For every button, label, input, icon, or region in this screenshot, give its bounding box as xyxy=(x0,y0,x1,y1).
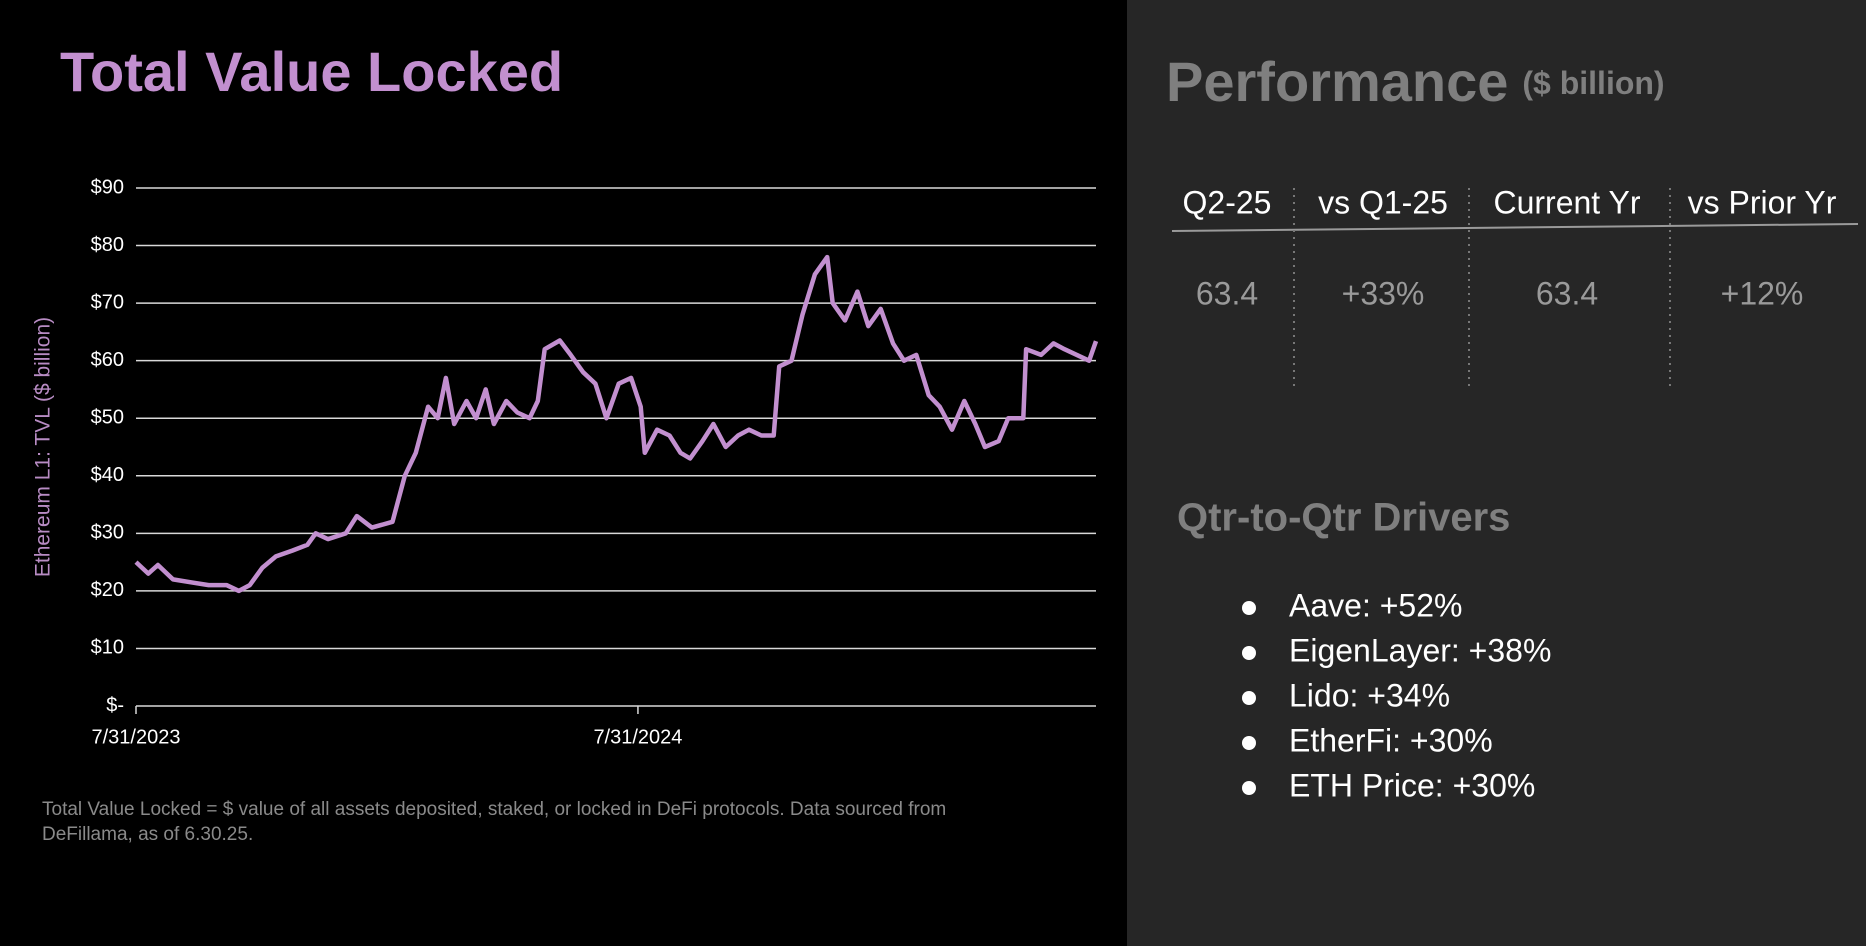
bullet xyxy=(1242,601,1256,615)
bullet xyxy=(1242,736,1256,750)
y-tick-label: $20 xyxy=(91,579,124,601)
table-cell: 63.4 xyxy=(1536,275,1598,311)
footnote: Total Value Locked = $ value of all asse… xyxy=(42,799,947,845)
x-tick-label: 7/31/2023 xyxy=(92,726,181,748)
table-header: Current Yr xyxy=(1493,184,1640,220)
driver-item: Aave: +52% xyxy=(1289,587,1462,623)
table-header: vs Prior Yr xyxy=(1688,184,1837,220)
driver-item: Lido: +34% xyxy=(1289,677,1450,713)
x-tick-label: 7/31/2024 xyxy=(593,726,682,748)
y-tick-label: $70 xyxy=(91,291,124,313)
y-tick-label: $30 xyxy=(91,522,124,544)
performance-title-text: Performance xyxy=(1166,50,1508,113)
y-tick-label: $90 xyxy=(91,176,124,198)
y-tick-label: $80 xyxy=(91,234,124,256)
y-axis-label: Ethereum L1: TVL ($ billion) xyxy=(32,317,55,577)
performance-title: Performance ($ billion) xyxy=(1166,50,1665,113)
chart-title: Total Value Locked xyxy=(60,40,563,103)
y-tick-label: $60 xyxy=(91,349,124,371)
y-tick-label: $10 xyxy=(91,637,124,659)
driver-item: EigenLayer: +38% xyxy=(1289,632,1551,668)
table-header-rule xyxy=(1171,223,1859,232)
y-tick-label: $- xyxy=(106,694,124,716)
table-header: vs Q1-25 xyxy=(1318,184,1448,220)
table-header: Q2-25 xyxy=(1183,184,1272,220)
bullet xyxy=(1242,646,1256,660)
footnote-box: Total Value Locked = $ value of all asse… xyxy=(42,799,947,845)
driver-item: ETH Price: +30% xyxy=(1289,767,1535,803)
table-cell: 63.4 xyxy=(1196,275,1258,311)
performance-unit: ($ billion) xyxy=(1522,65,1664,101)
y-tick-label: $50 xyxy=(91,407,124,429)
drivers-title: Qtr-to-Qtr Drivers xyxy=(1177,496,1510,540)
tvl-line xyxy=(134,254,1099,594)
y-tick-label: $40 xyxy=(91,464,124,486)
right-panel xyxy=(1127,0,1866,946)
driver-item: EtherFi: +30% xyxy=(1289,722,1493,758)
table-cell: +33% xyxy=(1342,275,1425,311)
table-cell: +12% xyxy=(1721,275,1804,311)
bullet xyxy=(1242,691,1256,705)
bullet xyxy=(1242,781,1256,795)
